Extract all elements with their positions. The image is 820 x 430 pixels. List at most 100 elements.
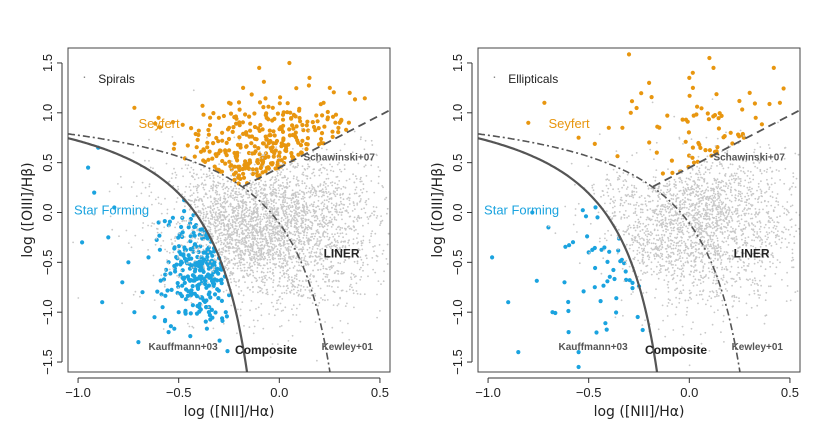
data-point bbox=[344, 305, 347, 307]
data-point bbox=[259, 244, 262, 247]
data-point bbox=[148, 160, 150, 162]
data-point bbox=[270, 199, 273, 202]
data-point bbox=[195, 185, 197, 188]
data-point bbox=[248, 196, 251, 199]
data-point bbox=[676, 233, 679, 236]
data-point bbox=[209, 307, 214, 312]
data-point bbox=[714, 257, 717, 260]
data-point bbox=[293, 226, 296, 229]
data-point bbox=[141, 239, 144, 242]
data-point bbox=[148, 185, 151, 188]
data-point bbox=[261, 206, 264, 209]
data-point bbox=[690, 155, 695, 160]
data-point bbox=[214, 214, 217, 216]
data-point bbox=[672, 247, 675, 250]
data-point bbox=[223, 201, 225, 203]
data-point bbox=[761, 261, 764, 264]
data-point bbox=[763, 322, 766, 325]
data-point bbox=[191, 229, 194, 232]
data-point bbox=[267, 267, 269, 270]
data-point bbox=[214, 135, 219, 141]
data-point bbox=[628, 265, 631, 268]
data-point bbox=[297, 232, 300, 234]
data-point bbox=[160, 274, 163, 277]
data-point bbox=[168, 268, 171, 271]
data-point bbox=[228, 242, 231, 245]
data-point bbox=[282, 244, 285, 247]
data-point bbox=[699, 282, 702, 285]
data-point bbox=[263, 275, 266, 277]
data-point bbox=[342, 245, 344, 247]
data-point bbox=[172, 251, 175, 254]
data-point bbox=[269, 356, 272, 359]
data-point bbox=[313, 174, 316, 177]
data-point bbox=[307, 224, 309, 227]
data-point bbox=[202, 148, 207, 153]
data-point bbox=[334, 271, 337, 274]
data-point bbox=[311, 287, 314, 290]
data-point bbox=[222, 249, 225, 251]
data-point bbox=[345, 210, 348, 213]
data-point bbox=[715, 273, 718, 276]
data-point bbox=[205, 145, 210, 150]
data-point bbox=[284, 190, 286, 192]
data-point bbox=[259, 188, 262, 191]
data-point bbox=[775, 243, 778, 246]
data-point bbox=[216, 238, 219, 241]
data-point bbox=[316, 231, 319, 233]
data-point bbox=[164, 248, 167, 251]
data-point bbox=[252, 211, 255, 214]
data-point bbox=[360, 208, 363, 211]
data-point bbox=[239, 134, 242, 137]
data-point bbox=[690, 327, 693, 330]
data-point bbox=[319, 184, 322, 187]
data-point bbox=[673, 178, 676, 181]
data-point bbox=[696, 227, 698, 230]
data-point bbox=[235, 247, 238, 250]
data-point bbox=[273, 198, 276, 201]
data-point bbox=[288, 275, 290, 278]
data-point bbox=[220, 226, 222, 228]
data-point bbox=[777, 121, 779, 124]
data-point bbox=[360, 216, 363, 219]
data-point bbox=[197, 247, 200, 250]
data-point bbox=[622, 204, 624, 207]
data-point bbox=[728, 179, 730, 182]
data-point bbox=[186, 253, 191, 258]
data-point bbox=[376, 260, 378, 262]
data-point bbox=[311, 222, 314, 225]
data-point bbox=[304, 141, 309, 147]
data-point bbox=[166, 259, 168, 261]
data-point bbox=[316, 161, 319, 164]
data-point bbox=[185, 293, 190, 298]
data-point bbox=[268, 253, 270, 256]
data-point bbox=[272, 271, 274, 274]
data-point bbox=[338, 186, 340, 189]
data-point bbox=[297, 289, 299, 292]
data-point bbox=[139, 295, 141, 298]
data-point bbox=[567, 243, 572, 248]
data-point bbox=[126, 260, 131, 265]
data-point bbox=[214, 231, 217, 234]
data-point bbox=[199, 243, 202, 246]
data-point bbox=[343, 261, 346, 263]
data-point bbox=[656, 219, 659, 222]
data-point bbox=[221, 186, 224, 188]
data-point bbox=[221, 206, 224, 209]
data-point bbox=[204, 219, 207, 222]
data-point bbox=[601, 283, 606, 288]
data-point bbox=[224, 197, 227, 200]
data-point bbox=[271, 190, 274, 193]
data-point bbox=[282, 269, 284, 272]
data-point bbox=[313, 212, 316, 215]
data-point bbox=[234, 227, 237, 230]
data-point bbox=[179, 259, 184, 264]
data-point bbox=[654, 179, 657, 182]
data-point bbox=[637, 205, 640, 207]
data-point bbox=[637, 275, 639, 278]
data-point bbox=[280, 310, 283, 312]
data-point bbox=[278, 239, 281, 242]
data-point bbox=[280, 193, 282, 196]
data-point bbox=[175, 281, 180, 286]
data-point bbox=[685, 119, 690, 124]
